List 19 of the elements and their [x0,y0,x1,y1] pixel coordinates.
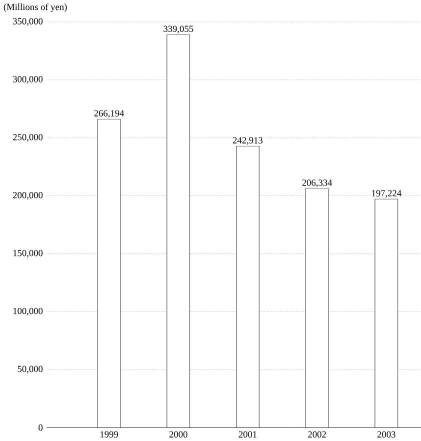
y-tick-label: 100,000 [13,308,42,316]
y-tick-label: 50,000 [18,366,42,374]
y-tick-label: 200,000 [12,192,42,200]
y-tick-label: 350,000 [12,18,42,26]
data-label: 266,194 [94,110,124,118]
x-tick-label: 2003 [377,431,396,438]
y-tick-label: 250,000 [12,134,42,142]
x-tick-label: 1999 [100,431,118,438]
x-tick-label: 2002 [308,431,326,438]
data-label: 339,055 [164,26,194,34]
y-tick-label: 150,000 [13,250,42,258]
y-axis-title: (Millions of yen) [4,3,67,12]
data-label: 197,224 [372,190,402,198]
x-tick-label: 2000 [169,431,188,438]
data-label: 206,334 [302,180,332,188]
data-label: 242,913 [232,137,262,145]
y-tick-label: 300,000 [12,76,42,84]
x-tick-label: 2001 [238,431,256,438]
y-tick-label: 0 [38,424,42,431]
